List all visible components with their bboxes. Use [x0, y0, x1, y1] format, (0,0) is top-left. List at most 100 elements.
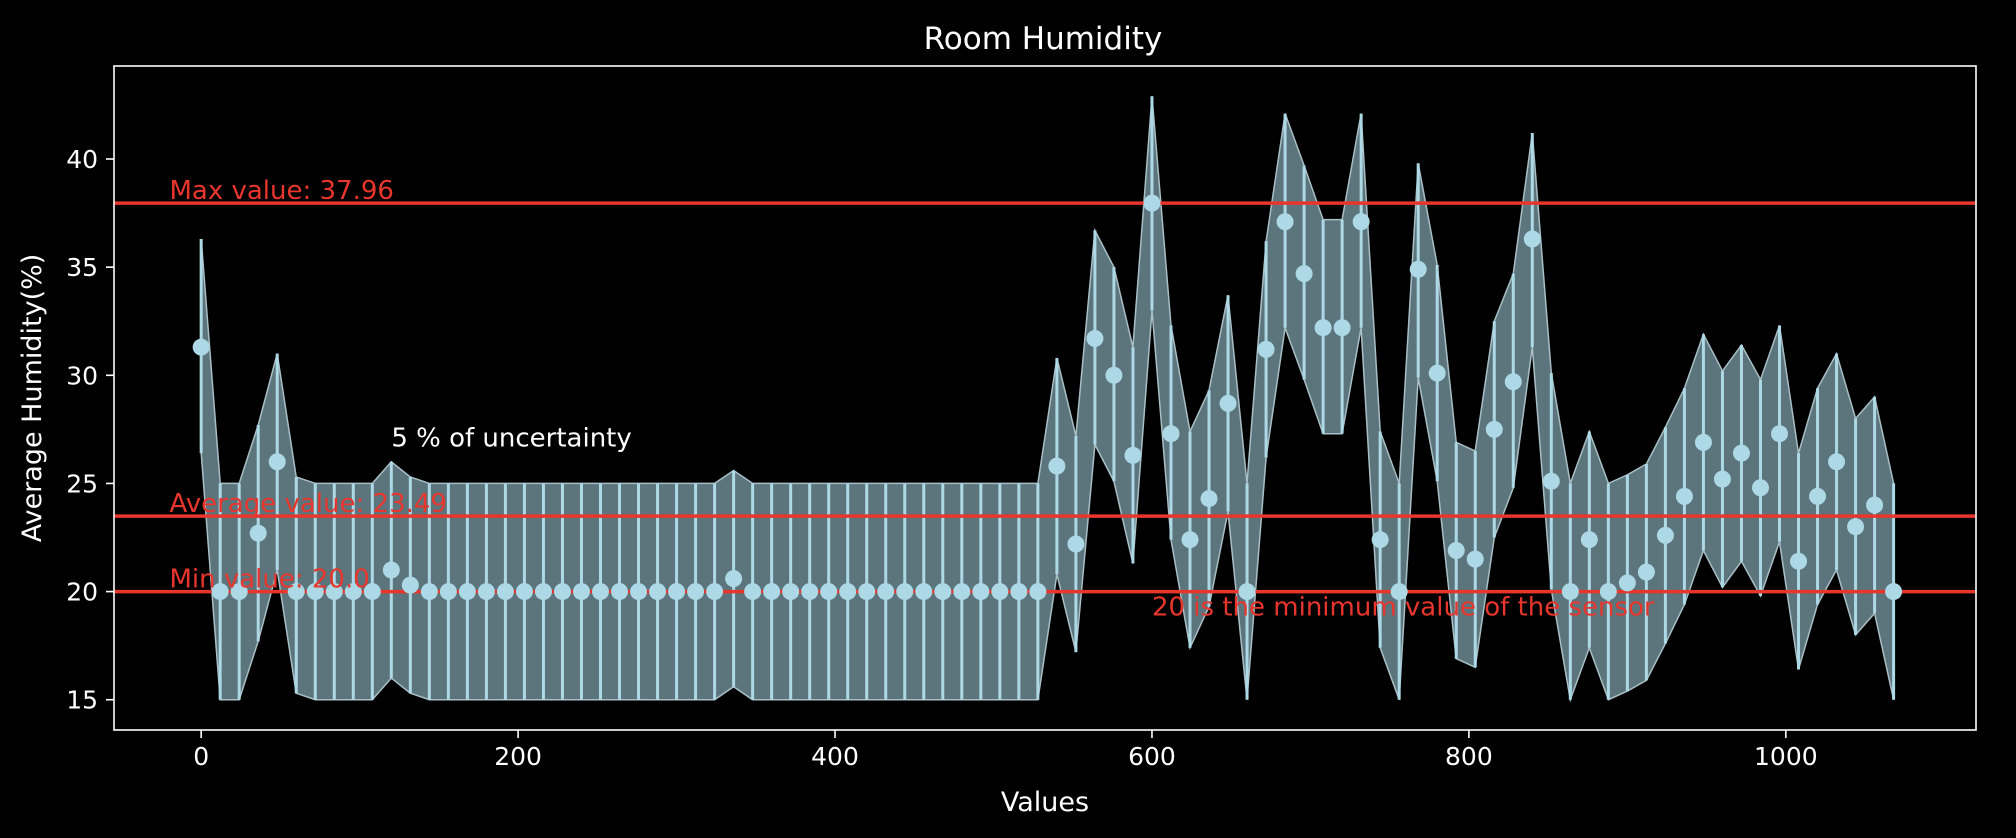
data-point	[572, 583, 590, 601]
data-point	[268, 453, 286, 471]
data-point	[1713, 470, 1731, 488]
data-point	[877, 583, 895, 601]
data-point	[1885, 583, 1903, 601]
data-point	[687, 583, 705, 601]
data-point	[458, 583, 476, 601]
data-point	[1675, 487, 1693, 505]
data-point	[611, 583, 629, 601]
y-axis: 15 20 25 30 35 40	[66, 145, 114, 715]
data-point	[820, 583, 838, 601]
data-point	[287, 583, 305, 601]
x-tick-label: 800	[1445, 742, 1493, 771]
data-point	[192, 338, 210, 356]
data-point	[477, 583, 495, 601]
reference-label-average: Average value: 23.49	[169, 489, 447, 519]
data-point	[1828, 453, 1846, 471]
data-point	[1694, 433, 1712, 451]
data-point	[744, 583, 762, 601]
data-point	[1181, 531, 1199, 549]
data-point	[839, 583, 857, 601]
x-tick-label: 600	[1128, 742, 1176, 771]
data-point	[344, 583, 362, 601]
data-point	[1599, 583, 1617, 601]
data-point	[1447, 541, 1465, 559]
data-point	[991, 583, 1009, 601]
y-tick-label: 35	[66, 253, 98, 282]
annotation-uncertainty: 5 % of uncertainty	[391, 424, 631, 454]
chart-title: Room Humidity	[924, 21, 1163, 57]
data-point	[915, 583, 933, 601]
data-point	[953, 583, 971, 601]
y-tick-label: 25	[66, 469, 98, 498]
data-point	[306, 583, 324, 601]
data-point	[1656, 526, 1674, 544]
data-point	[1561, 583, 1579, 601]
data-point	[725, 570, 743, 588]
data-point	[1770, 425, 1788, 443]
data-point	[1162, 425, 1180, 443]
data-point	[934, 583, 952, 601]
x-axis: 0 200 400 600 800 1000	[193, 730, 1818, 771]
data-point	[382, 561, 400, 579]
plot-area: Max value: 37.96 Average value: 23.49 Min …	[114, 96, 1976, 703]
data-point	[1352, 213, 1370, 231]
data-point	[1637, 563, 1655, 581]
data-point	[1371, 531, 1389, 549]
data-point	[1523, 230, 1541, 248]
data-point	[1143, 194, 1161, 212]
data-point	[1010, 583, 1028, 601]
data-point	[1295, 265, 1313, 283]
data-point	[420, 583, 438, 601]
data-point	[496, 583, 514, 601]
data-point	[230, 583, 248, 601]
data-point	[1105, 366, 1123, 384]
data-point	[1809, 487, 1827, 505]
data-point	[1314, 319, 1332, 337]
x-tick-label: 0	[193, 742, 209, 771]
data-point	[630, 583, 648, 601]
data-point	[249, 524, 267, 542]
axes-frame	[113, 65, 1977, 731]
data-point	[591, 583, 609, 601]
data-point	[1029, 583, 1047, 601]
data-point	[1485, 420, 1503, 438]
data-point	[1390, 583, 1408, 601]
data-point	[1067, 535, 1085, 553]
data-point	[1276, 213, 1294, 231]
data-point	[801, 583, 819, 601]
reference-label-max: Max value: 37.96	[169, 176, 394, 206]
data-point	[1790, 552, 1808, 570]
data-point	[401, 576, 419, 594]
y-axis-label: Average Humidity(%)	[17, 254, 48, 543]
x-tick-label: 400	[811, 742, 859, 771]
x-tick-label: 1000	[1754, 742, 1818, 771]
reference-label-min: Min value: 20.0	[169, 565, 369, 595]
data-point	[1580, 531, 1598, 549]
data-point	[1219, 394, 1237, 412]
data-point	[1086, 330, 1104, 348]
data-point	[515, 583, 533, 601]
data-point	[972, 583, 990, 601]
y-tick-label: 20	[66, 578, 98, 607]
data-point	[1618, 574, 1636, 592]
data-point	[668, 583, 686, 601]
data-point	[1333, 319, 1351, 337]
data-point	[1466, 550, 1484, 568]
y-tick-label: 30	[66, 361, 98, 390]
data-point	[858, 583, 876, 601]
y-tick-label: 40	[66, 145, 98, 174]
data-point	[1866, 496, 1884, 514]
data-point	[1200, 490, 1218, 508]
data-point	[534, 583, 552, 601]
data-point	[1732, 444, 1750, 462]
data-point	[363, 583, 381, 601]
data-point	[439, 583, 457, 601]
data-point	[1048, 457, 1066, 475]
data-point	[1542, 472, 1560, 490]
data-point	[763, 583, 781, 601]
data-point	[1257, 340, 1275, 358]
data-point	[706, 583, 724, 601]
y-tick-label: 15	[66, 686, 98, 715]
data-point	[1847, 518, 1865, 536]
